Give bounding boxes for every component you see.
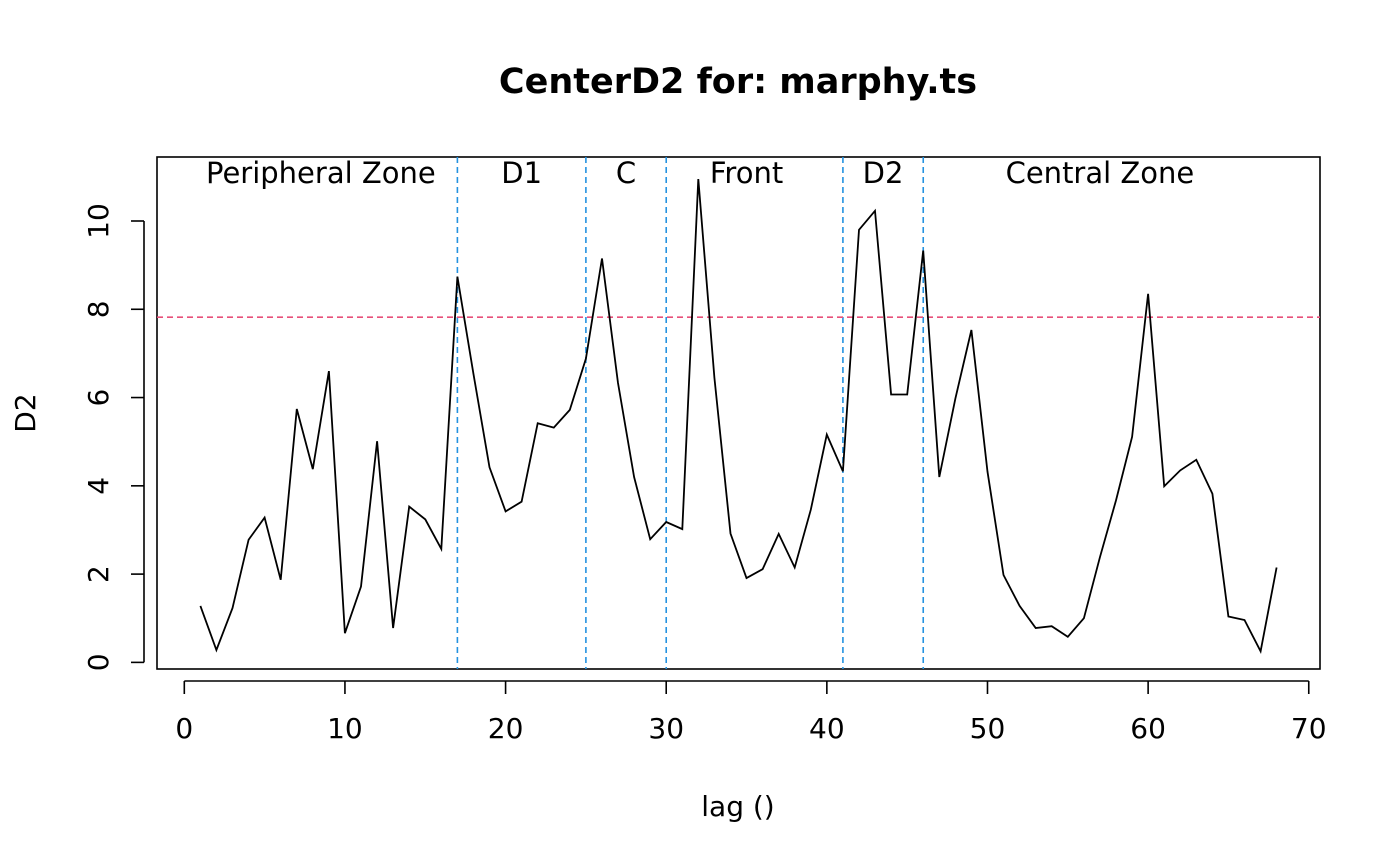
x-tick-label-4: 40 (809, 712, 845, 745)
zone-label-1: D1 (501, 156, 542, 190)
y-tick-label-4: 8 (82, 300, 115, 318)
y-tick-label-1: 2 (82, 565, 115, 583)
zone-label-3: Front (710, 156, 783, 190)
y-tick-label-2: 4 (82, 477, 115, 495)
x-tick-label-0: 0 (175, 712, 193, 745)
x-axis: 0 10 20 30 40 50 60 70 (175, 680, 1327, 745)
y-axis-label: D2 (9, 393, 42, 432)
y-tick-label-0: 0 (82, 653, 115, 671)
zone-labels: Peripheral Zone D1 C Front D2 Central Zone (206, 156, 1194, 190)
plot-area-frame (156, 156, 1321, 670)
zone-label-4: D2 (863, 156, 904, 190)
x-tick-label-3: 30 (648, 712, 684, 745)
chart-title: CenterD2 for: marphy.ts (499, 62, 977, 102)
x-tick-label-2: 20 (488, 712, 524, 745)
zone-label-5: Central Zone (1006, 156, 1195, 190)
zone-label-2: C (616, 156, 636, 190)
series-layer (199, 179, 1278, 655)
zone-label-0: Peripheral Zone (206, 156, 436, 190)
x-tick-label-1: 10 (327, 712, 363, 745)
zone-boundary-lines (456, 157, 925, 669)
x-tick-label-5: 50 (970, 712, 1006, 745)
y-tick-label-5: 10 (82, 203, 115, 239)
x-tick-label-6: 60 (1130, 712, 1166, 745)
y-tick-label-3: 6 (82, 389, 115, 407)
y-axis: 0 2 4 6 8 10 (82, 203, 145, 671)
x-tick-label-7: 70 (1291, 712, 1327, 745)
series-line-0 (199, 179, 1278, 655)
x-axis-label: lag () (701, 790, 774, 823)
